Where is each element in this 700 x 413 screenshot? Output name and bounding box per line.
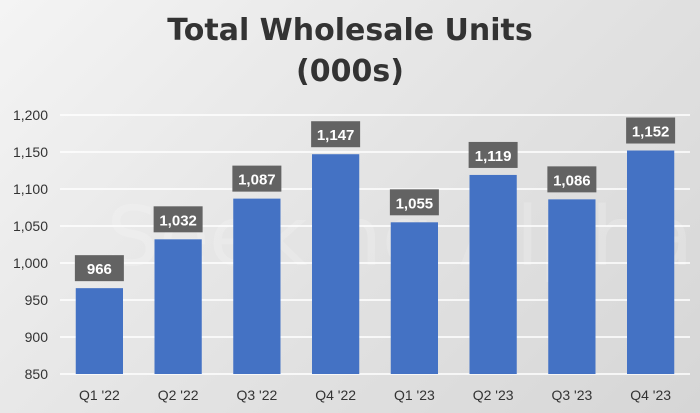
bar bbox=[233, 198, 281, 374]
data-label: 1,055 bbox=[396, 195, 434, 212]
y-tick-label: 950 bbox=[25, 292, 49, 308]
data-label: 1,086 bbox=[553, 172, 591, 189]
chart-title-line-1: Total Wholesale Units bbox=[167, 13, 532, 48]
data-label: 966 bbox=[87, 261, 112, 278]
y-tick-label: 1,150 bbox=[13, 144, 48, 160]
data-label-box bbox=[232, 165, 282, 192]
data-label-box bbox=[468, 141, 518, 168]
bar bbox=[390, 222, 438, 374]
y-tick-label: 850 bbox=[25, 366, 49, 382]
y-tick-label: 1,000 bbox=[13, 255, 48, 271]
x-tick-label: Q1 '22 bbox=[79, 387, 120, 403]
data-label-box bbox=[389, 189, 439, 216]
x-tick-label: Q1 '23 bbox=[394, 387, 435, 403]
data-label: 1,087 bbox=[238, 172, 276, 189]
data-label-box bbox=[547, 166, 597, 193]
x-tick-label: Q4 '22 bbox=[315, 387, 356, 403]
x-tick-label: Q3 '22 bbox=[236, 387, 277, 403]
x-tick-label: Q2 '22 bbox=[158, 387, 199, 403]
chart-title-line-2: (000s) bbox=[296, 54, 404, 89]
data-label-box bbox=[153, 206, 203, 233]
data-label: 1,152 bbox=[632, 124, 670, 141]
y-tick-label: 1,200 bbox=[13, 107, 48, 123]
y-axis: 850 900 950 1,000 1,050 1,100 1,150 1,200 bbox=[13, 107, 48, 382]
x-tick-label: Q3 '23 bbox=[551, 387, 592, 403]
bar bbox=[469, 174, 517, 374]
data-label-box bbox=[626, 117, 676, 144]
x-tick-label: Q4 '23 bbox=[630, 387, 671, 403]
x-tick-label: Q2 '23 bbox=[473, 387, 514, 403]
data-label: 1,119 bbox=[475, 148, 512, 165]
data-labels: 966 1,032 1,087 1,147 1,055 1,119 1,086 1,152 bbox=[74, 117, 676, 282]
bar bbox=[154, 239, 202, 374]
data-label-box bbox=[74, 255, 124, 282]
data-label: 1,147 bbox=[317, 127, 355, 144]
y-tick-label: 1,100 bbox=[13, 181, 48, 197]
bar bbox=[627, 150, 675, 374]
data-label-box bbox=[311, 121, 361, 148]
y-tick-label: 900 bbox=[25, 329, 49, 345]
y-tick-label: 1,050 bbox=[13, 218, 48, 234]
data-label: 1,032 bbox=[159, 212, 197, 229]
bars bbox=[75, 150, 675, 374]
bar bbox=[75, 288, 123, 374]
x-axis: Q1 '22 Q2 '22 Q3 '22 Q4 '22 Q1 '23 Q2 '23 Q3 '… bbox=[79, 387, 671, 403]
bar bbox=[548, 199, 596, 374]
bar bbox=[312, 154, 360, 374]
